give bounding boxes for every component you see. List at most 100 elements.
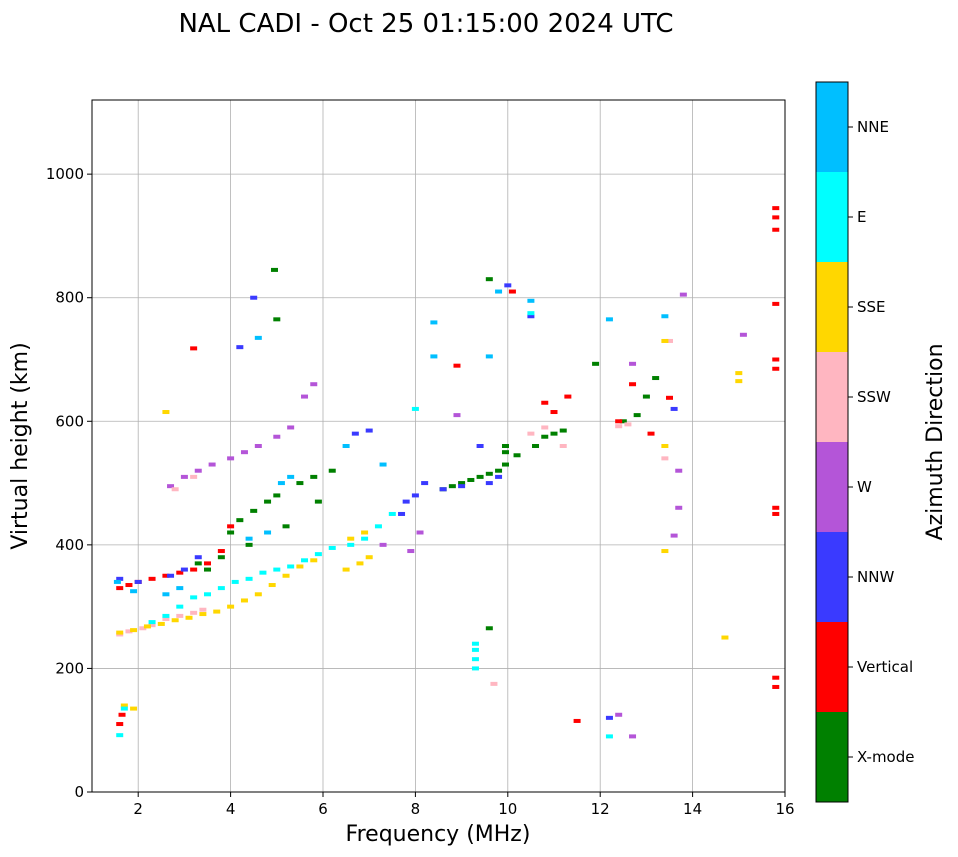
echo-point [652,376,660,381]
x-tick-label: 4 [226,800,236,818]
echo-point [116,630,124,635]
echo-point [458,484,466,489]
echo-point [296,564,304,569]
echo-point [287,474,295,479]
echo-point [619,419,627,424]
echo-point [615,424,623,429]
echo-point [259,570,267,575]
echo-point [735,371,743,376]
echo-point [176,613,184,618]
echo-point [374,524,382,529]
x-tick-label: 12 [591,800,610,818]
echo-point [118,712,126,717]
echo-point [485,277,493,282]
series-nne [113,289,669,597]
echo-point [194,555,202,560]
echo-point [277,481,285,486]
echo-point [139,626,147,631]
series-e [116,311,613,739]
echo-point [439,487,447,492]
x-tick-label: 16 [775,800,794,818]
y-tick-label: 1000 [46,165,84,183]
echo-point [347,536,355,541]
echo-point [282,524,290,529]
echo-point [204,567,211,572]
echo-point [236,518,244,523]
colorbar-label: Azimuth Direction [923,343,948,540]
echo-point [661,314,669,319]
echo-point [217,586,225,591]
echo-point [633,413,641,418]
echo-point [527,314,535,319]
echo-point [130,706,138,711]
echo-point [485,354,493,359]
echo-point [501,444,509,448]
echo-point [564,394,572,399]
echo-point [190,346,198,351]
echo-point [162,573,170,578]
echo-point [217,555,225,560]
echo-point [772,366,780,371]
series-ssw [116,338,673,686]
echo-point [485,481,493,486]
echo-point [471,647,479,652]
plot-area: 2 4 6 8 10 12 14 16 0 200 400 600 800 1000 [46,99,795,818]
echo-point [310,558,318,563]
echo-point [485,471,493,476]
echo-point [180,567,188,572]
echo-point [134,579,142,584]
echo-point [605,317,613,322]
echo-point [615,712,623,717]
y-tick-label: 0 [74,783,84,801]
echo-point [116,586,124,591]
echo-point [615,419,623,424]
echo-point [116,733,124,738]
colorbar-swatch [816,352,848,442]
echo-point [120,703,128,708]
echo-point [116,722,124,727]
echo-point [171,487,179,492]
colorbar-swatch [816,262,848,352]
echo-point [661,549,669,554]
echo-point [328,545,336,550]
echo-point [287,564,295,569]
echo-point [190,567,198,572]
echo-point [453,413,461,418]
echo-point [273,434,281,439]
y-tick-label: 200 [55,659,84,677]
echo-point [356,561,364,566]
echo-point [675,505,683,510]
echo-point [495,468,503,473]
echo-point [679,292,687,297]
echo-point [310,474,318,479]
echo-point [629,734,637,739]
x-tick-label: 14 [683,800,702,818]
echo-point [282,573,290,578]
echo-point [148,620,156,625]
echo-point [167,484,175,489]
echo-point [264,499,272,504]
echo-point [541,425,549,430]
echo-point [550,410,558,415]
echo-point [739,332,747,337]
echo-point [273,493,281,498]
y-tick-label: 400 [55,536,84,554]
echo-point [130,589,138,594]
echo-point [157,621,165,626]
echo-point [250,295,258,300]
echo-point [120,706,128,711]
echo-point [113,579,121,584]
echo-point [204,592,211,597]
echo-point [314,552,322,557]
colorbar-tick-label: SSE [857,298,886,316]
echo-point [254,335,262,340]
colorbar-tick-label: SSW [857,388,891,406]
echo-point [190,474,198,479]
echo-point [402,499,410,504]
echo-points [113,206,780,739]
echo-point [245,542,253,547]
echo-point [772,505,780,510]
chart-title: NAL CADI - Oct 25 01:15:00 2024 UTC [178,9,673,39]
echo-point [125,629,133,634]
x-tick-label: 10 [498,800,517,818]
